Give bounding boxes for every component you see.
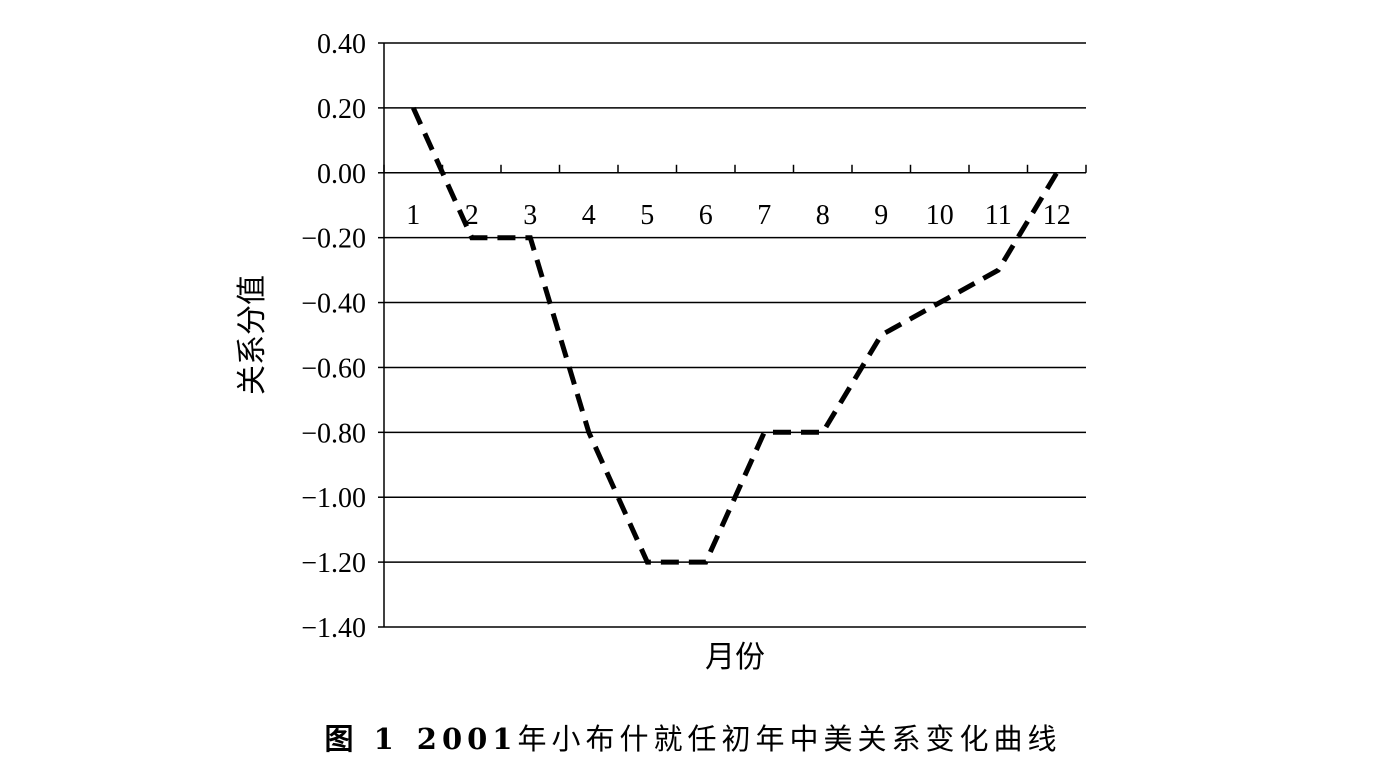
x-axis-label: 月份 bbox=[705, 640, 765, 675]
x-tick-label: 12 bbox=[1043, 200, 1071, 231]
axes bbox=[383, 43, 1087, 627]
y-tick-label: −0.20 bbox=[301, 224, 366, 255]
x-tick-label: 7 bbox=[757, 200, 771, 231]
figure-caption: 图 1 2001年小布什就任初年中美关系变化曲线 bbox=[0, 716, 1386, 758]
y-axis-label: 关系分值 bbox=[235, 275, 270, 395]
x-tick-label: 6 bbox=[699, 200, 713, 231]
y-tick-labels: 0.40 0.20 0.00 −0.20 −0.40 −0.60 −0.80 −1.00 −1.… bbox=[301, 29, 366, 644]
x-tick-label: 3 bbox=[523, 200, 537, 231]
x-tick-label: 4 bbox=[582, 200, 596, 231]
series-lines bbox=[411, 106, 1059, 565]
y-tick-label: 0.40 bbox=[317, 29, 366, 60]
caption-year: 2001 bbox=[416, 722, 518, 756]
y-tick-label: −1.20 bbox=[301, 548, 366, 579]
y-tick-label: 0.20 bbox=[317, 94, 366, 125]
grid-lines bbox=[378, 42, 1086, 628]
x-tick-label: 1 bbox=[406, 200, 420, 231]
x-tick-label: 5 bbox=[640, 200, 654, 231]
x-tick-label: 11 bbox=[985, 200, 1012, 231]
y-tick-label: −1.00 bbox=[301, 483, 366, 514]
x-tick-labels: 1 2 3 4 5 6 7 8 9 10 11 12 bbox=[406, 200, 1071, 231]
y-tick-label: −0.40 bbox=[301, 289, 366, 320]
figure-label: 图 1 bbox=[324, 722, 399, 756]
y-tick-label: −0.80 bbox=[301, 418, 366, 449]
series-line bbox=[411, 106, 1059, 565]
x-tick-label: 8 bbox=[816, 200, 830, 231]
y-tick-label: −0.60 bbox=[301, 353, 366, 384]
y-tick-label: 0.00 bbox=[317, 159, 366, 190]
y-tick-label: −1.40 bbox=[301, 613, 366, 644]
x-tick-label: 2 bbox=[465, 200, 479, 231]
x-tick-label: 9 bbox=[874, 200, 888, 231]
x-tick-label: 10 bbox=[926, 200, 954, 231]
caption-text: 年小布什就任初年中美关系变化曲线 bbox=[517, 722, 1062, 756]
